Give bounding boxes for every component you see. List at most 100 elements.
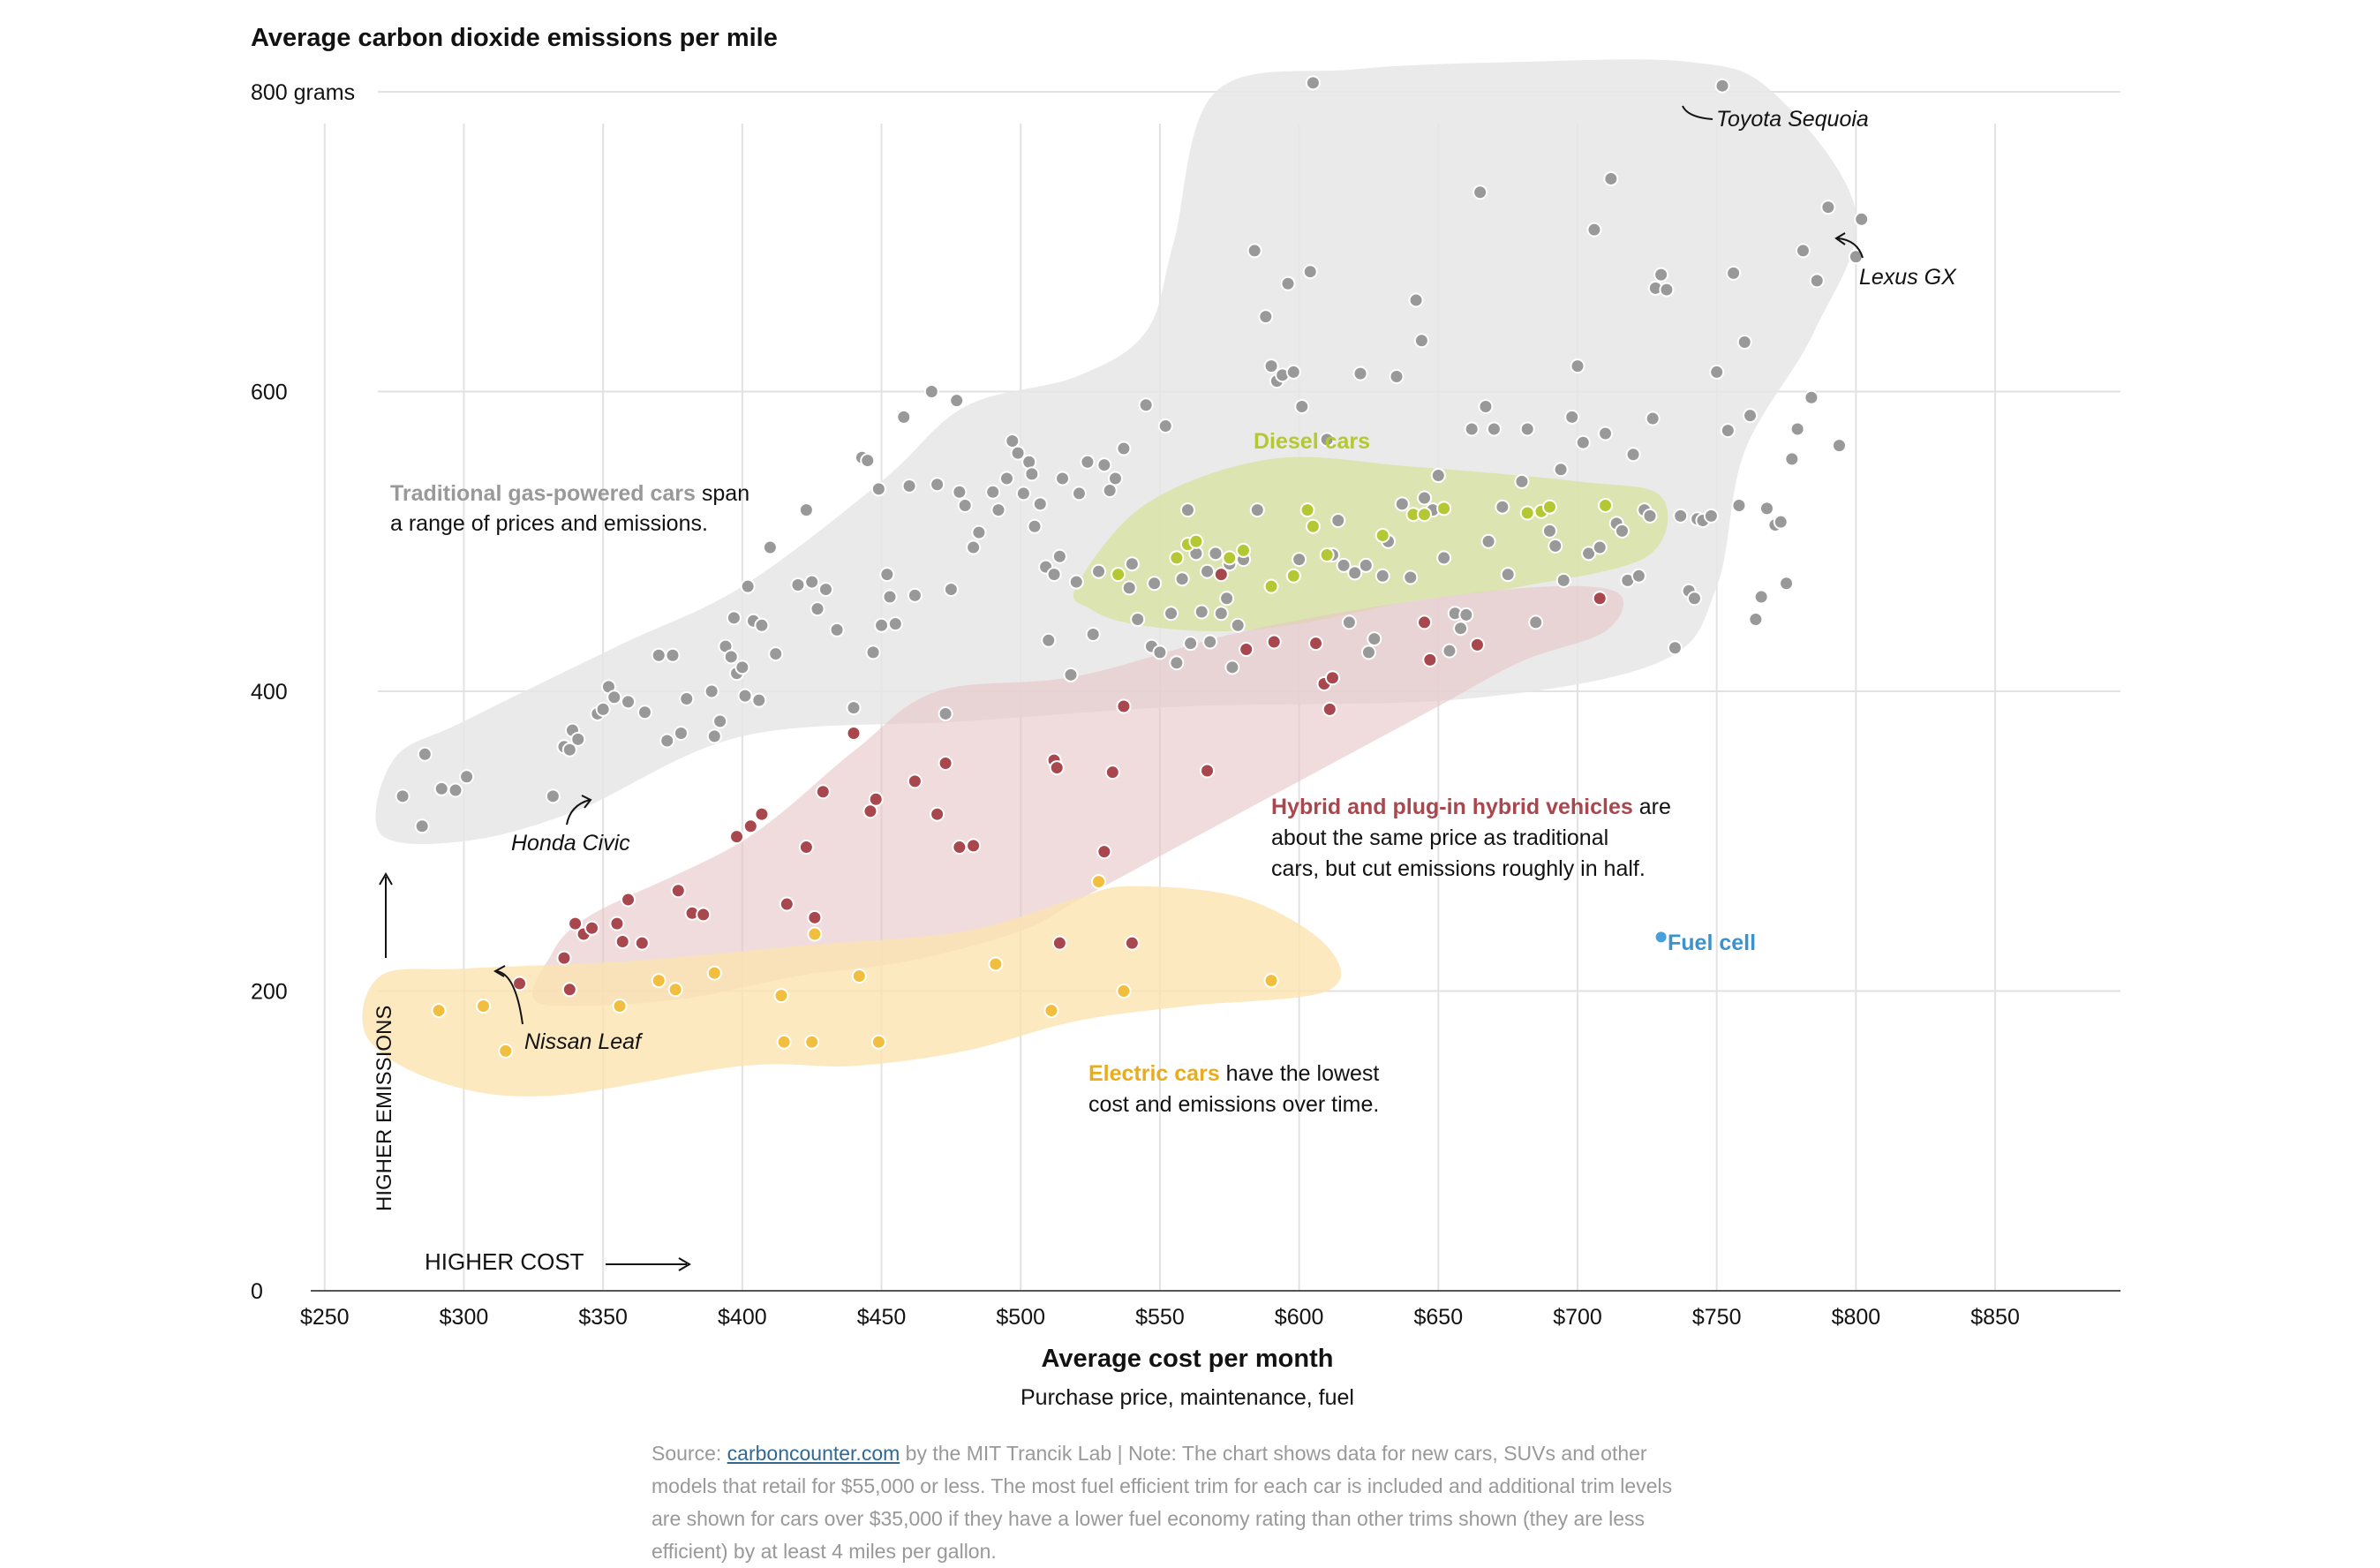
higher-cost-arrowhead — [678, 1257, 691, 1271]
data-point — [1305, 518, 1321, 534]
data-point — [1164, 606, 1179, 622]
data-point — [570, 731, 586, 747]
data-point — [1200, 763, 1216, 779]
hybrid-callout-line3: cars, but cut emissions roughly in half. — [1271, 856, 1646, 881]
data-point — [1188, 533, 1204, 549]
region-2 — [531, 585, 1623, 1006]
electric-callout-text1: have the lowest — [1220, 1061, 1380, 1086]
data-point — [651, 647, 667, 663]
data-point — [1625, 447, 1641, 463]
data-point — [829, 622, 845, 637]
data-point — [1202, 634, 1218, 650]
data-point — [1773, 514, 1789, 530]
gas-callout: Traditional gas-powered cars span — [390, 481, 749, 506]
gas-callout-title: Traditional gas-powered cars — [390, 481, 696, 506]
data-point — [1294, 398, 1310, 414]
x-axis-title: Average cost per month — [1042, 1345, 1334, 1373]
data-point — [985, 484, 1001, 500]
civic-arrowhead — [581, 795, 592, 809]
data-point — [1169, 550, 1185, 566]
data-point — [1183, 636, 1199, 652]
data-point — [1472, 185, 1488, 200]
data-point — [1263, 358, 1279, 374]
data-point — [1603, 170, 1619, 186]
data-point — [1213, 567, 1229, 583]
data-point — [1169, 655, 1185, 671]
data-point — [1795, 243, 1811, 259]
data-point — [568, 916, 584, 931]
source-prefix: Source: — [651, 1442, 727, 1465]
data-point — [606, 690, 622, 705]
data-point — [1417, 507, 1433, 523]
data-point — [395, 788, 410, 804]
data-point — [870, 1034, 886, 1050]
data-point — [433, 780, 449, 796]
hybrid-callout-title: Hybrid and plug-in hybrid vehicles — [1271, 795, 1633, 819]
data-point — [1157, 418, 1173, 434]
data-point — [1709, 364, 1725, 380]
data-point — [1645, 411, 1661, 426]
data-point — [1358, 557, 1374, 573]
higher-emissions-arrowhead — [379, 872, 393, 886]
data-point — [621, 694, 636, 710]
gas-callout-text1: span — [696, 481, 749, 506]
data-point — [1436, 501, 1452, 516]
data-point — [1854, 211, 1870, 227]
data-point — [1236, 542, 1252, 558]
data-point — [1720, 423, 1736, 439]
data-point — [1586, 222, 1602, 237]
data-point — [712, 713, 728, 729]
data-point — [1413, 333, 1429, 349]
data-point — [810, 601, 825, 617]
data-point — [1703, 508, 1719, 524]
lexus-annotation: Lexus GX — [1859, 265, 1957, 290]
source-link[interactable]: carboncounter.com — [727, 1442, 900, 1465]
data-point — [1555, 572, 1571, 588]
data-point — [584, 920, 600, 936]
leaf-leader — [495, 970, 523, 1025]
x-tick-label: $450 — [857, 1305, 907, 1330]
data-point — [1779, 576, 1795, 592]
data-point — [1736, 334, 1752, 350]
data-point — [1598, 498, 1614, 514]
data-point — [1553, 462, 1569, 478]
data-point — [1519, 421, 1535, 437]
data-point — [1063, 667, 1079, 682]
data-point — [1200, 563, 1216, 579]
data-point — [952, 484, 968, 500]
data-point — [1051, 548, 1067, 564]
data-point — [1266, 634, 1282, 650]
data-point — [1360, 645, 1376, 660]
data-point — [1085, 626, 1101, 642]
y-tick-label: 400 — [251, 680, 288, 705]
data-point — [1091, 563, 1107, 579]
data-point — [545, 788, 561, 804]
y-tick-label: 800 grams — [251, 80, 355, 105]
data-point — [1469, 637, 1485, 652]
x-tick-label: $400 — [718, 1305, 767, 1330]
data-points — [395, 75, 1870, 1059]
y-tick-label: 200 — [251, 980, 288, 1005]
data-point — [737, 688, 753, 704]
data-point — [1478, 398, 1494, 414]
data-point — [1096, 844, 1112, 860]
data-point — [1367, 631, 1382, 647]
data-point — [667, 982, 683, 998]
data-point — [1322, 701, 1337, 717]
data-point — [754, 617, 770, 633]
data-point — [1809, 273, 1825, 289]
data-point — [1121, 580, 1137, 596]
data-point — [1341, 614, 1357, 630]
data-point — [1631, 568, 1646, 584]
data-point — [1726, 265, 1742, 281]
data-point — [1748, 612, 1764, 628]
data-point — [1430, 468, 1446, 484]
data-point — [1347, 565, 1363, 581]
data-point — [887, 616, 903, 632]
data-point — [1436, 550, 1452, 566]
data-point — [870, 481, 886, 497]
x-tick-labels: $250 $300 $350 $400 $450 $500 $550 $600 $650 $700… — [300, 1305, 2020, 1330]
data-point — [768, 646, 784, 662]
electric-callout-line2: cost and emissions over time. — [1088, 1092, 1379, 1117]
